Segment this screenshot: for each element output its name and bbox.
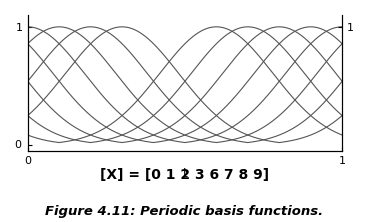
Text: 0: 0 bbox=[14, 140, 21, 150]
Text: [X] = [0 1 2 3 6 7 8 9]: [X] = [0 1 2 3 6 7 8 9] bbox=[100, 168, 269, 182]
X-axis label: t: t bbox=[183, 167, 187, 180]
Text: Figure 4.11: Periodic basis functions.: Figure 4.11: Periodic basis functions. bbox=[45, 204, 324, 218]
